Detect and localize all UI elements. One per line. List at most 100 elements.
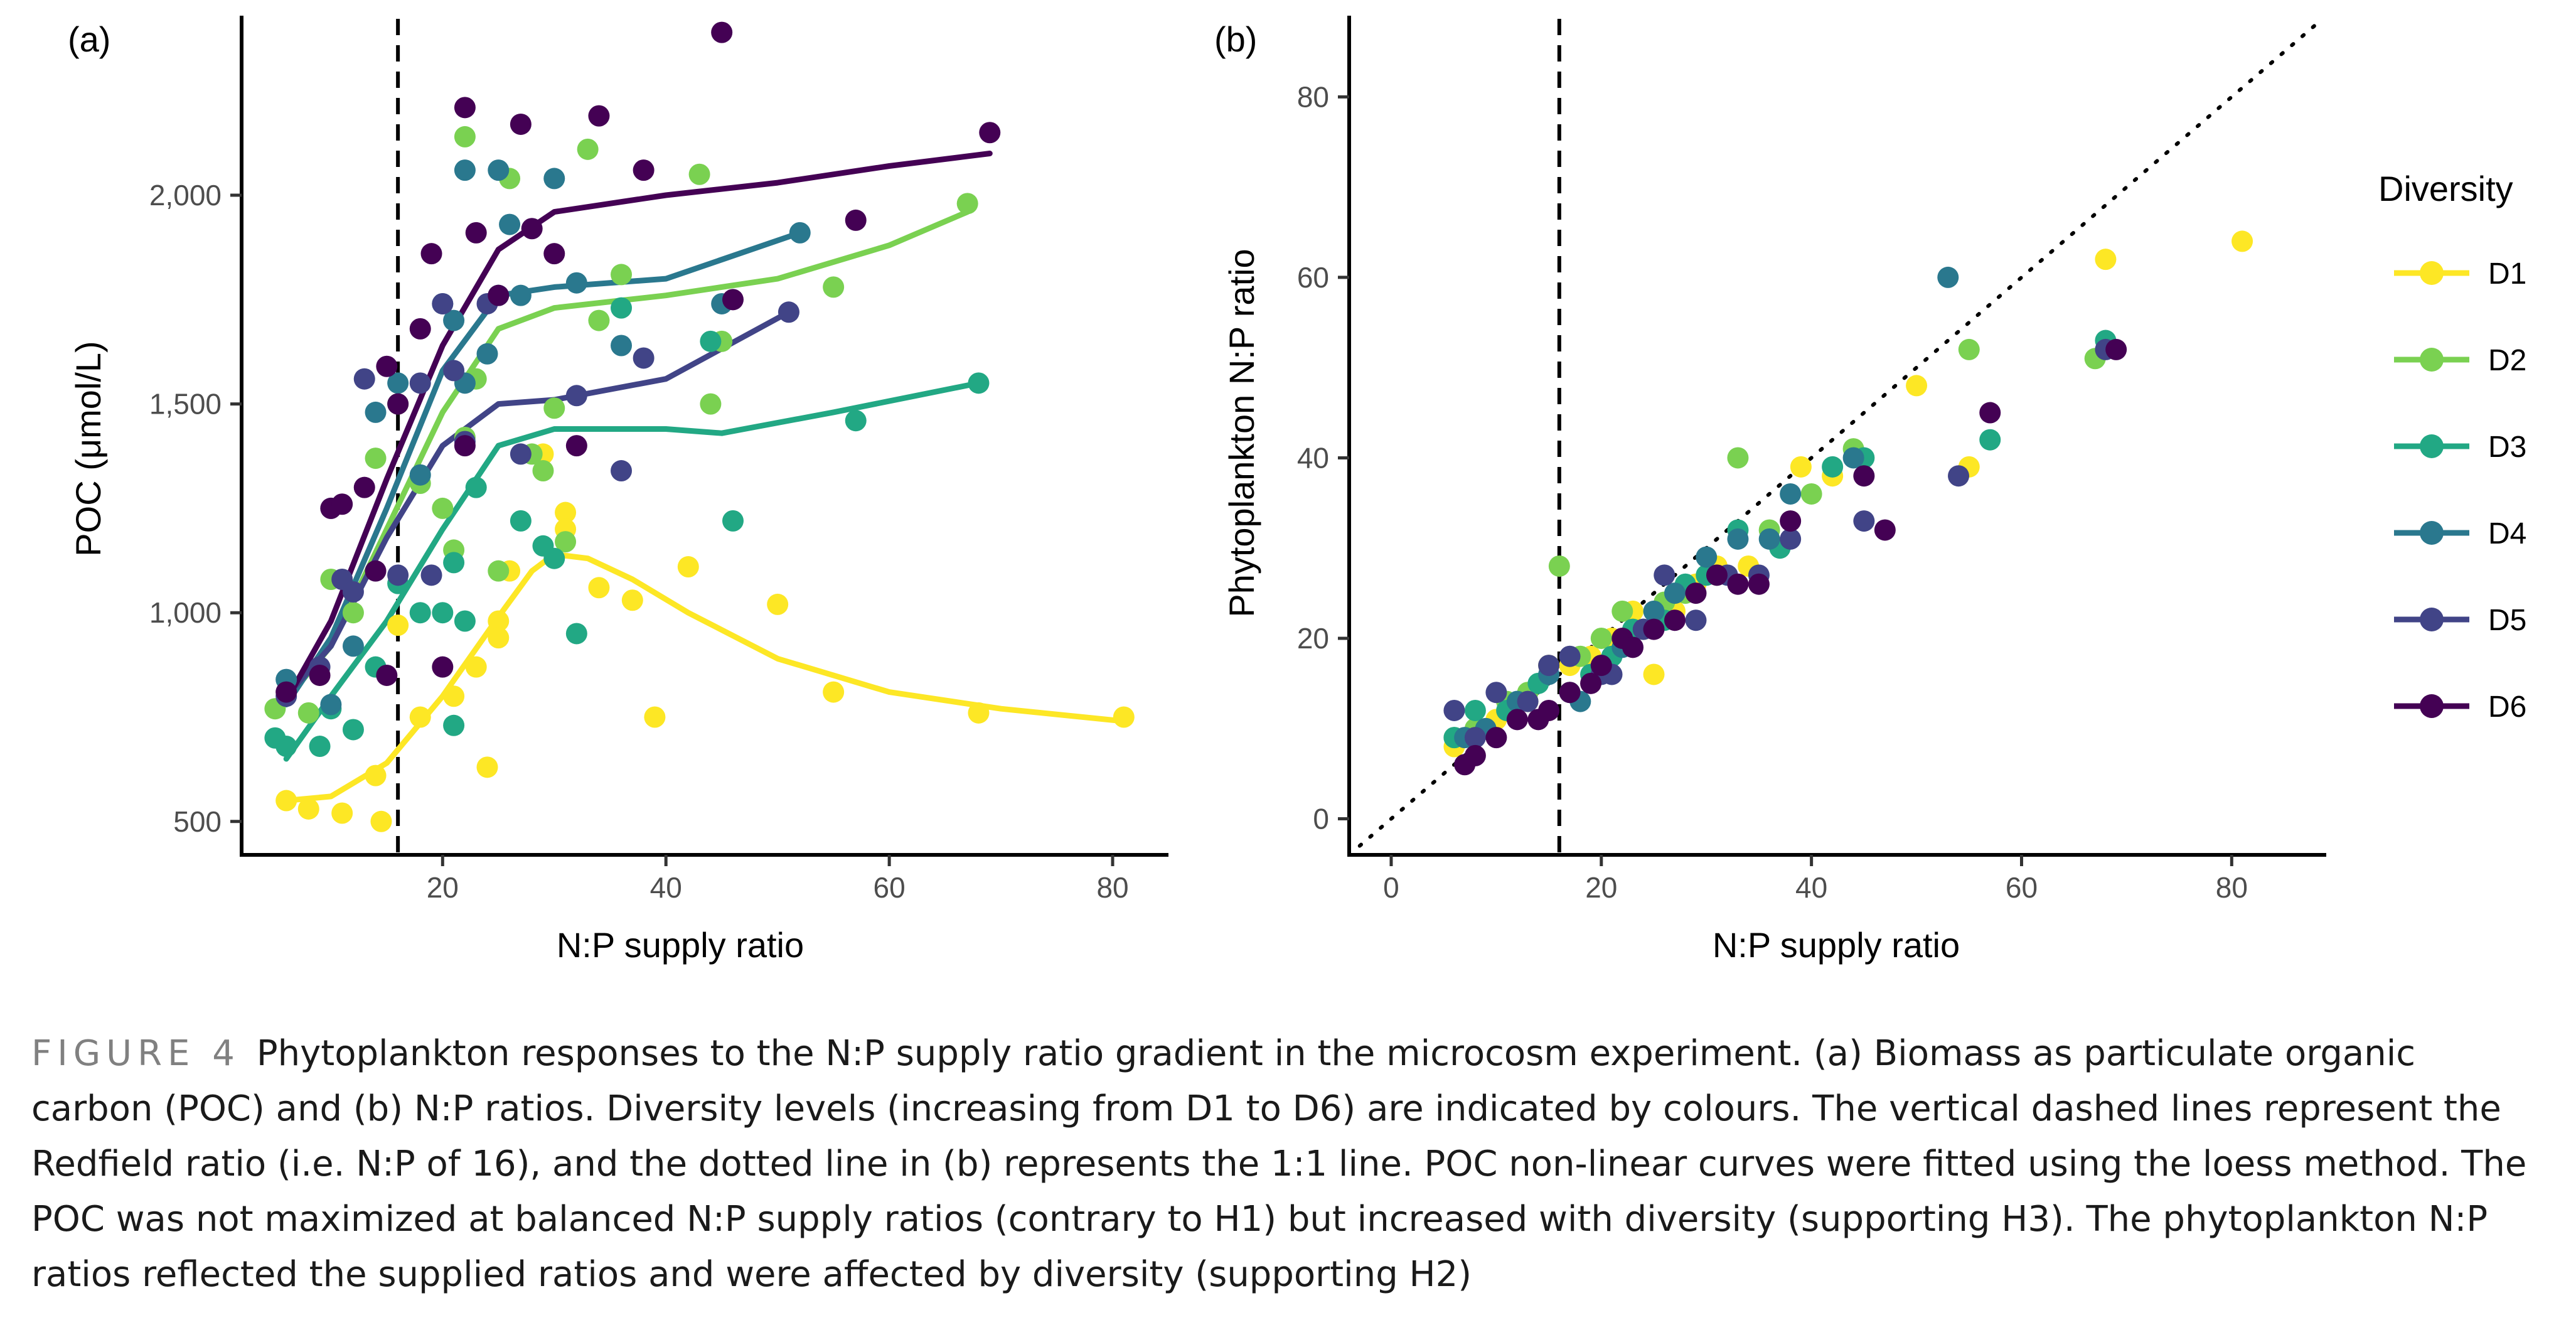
data-point-d6 [376,664,398,686]
diversity-legend: Diversity D1 D2 D3 D4 D5 D6 [2378,169,2526,724]
legend-key-point [2420,348,2444,372]
data-point-d4 [476,343,498,365]
data-point-d6 [1780,510,1802,532]
data-point-d2 [611,264,633,286]
data-point-d1 [1643,663,1665,685]
legend-key-point [2420,608,2444,631]
data-point-d2 [543,397,565,419]
data-point-d1 [644,706,666,728]
data-point-d4 [365,401,387,423]
data-point-d4 [443,309,465,331]
data-point-d3 [1822,456,1844,478]
data-point-d6 [521,218,543,240]
data-point-d6 [275,681,297,703]
data-point-d2 [555,531,577,553]
legend-label-d4: D4 [2488,517,2526,550]
data-point-d5 [1948,465,1970,487]
data-point-d6 [365,560,387,582]
data-point-d6 [1706,564,1728,586]
data-point-d5 [633,347,655,369]
legend-label-d1: D1 [2488,257,2526,291]
data-point-d6 [1538,699,1560,721]
figure-canvas: (a) POC (μmol/L) N:P supply ratio 500 1,0… [68,16,2526,965]
data-point-d4 [1664,582,1686,604]
data-point-d4 [488,159,510,181]
data-point-d5 [1780,528,1802,550]
data-point-d6 [1590,655,1612,677]
data-point-d2 [1590,627,1612,649]
data-point-d4 [510,284,532,306]
data-point-d4 [1758,528,1780,550]
legend-title: Diversity [2378,169,2513,208]
panel-a-tag: (a) [68,19,110,59]
data-point-d2 [688,163,710,185]
data-point-d5 [1853,510,1875,532]
data-point-d6 [565,435,587,457]
data-point-d3 [510,510,532,532]
loess-curve-d4 [283,230,803,707]
data-point-d6 [1580,672,1602,694]
data-point-d3 [454,610,476,632]
data-point-d6 [1559,682,1581,704]
y-tick-label: 1,000 [149,596,222,629]
data-point-d3 [443,552,465,574]
data-point-d6 [1643,618,1665,640]
data-point-d1 [465,656,487,678]
data-point-d1 [677,556,699,578]
y-tick-label: 1,500 [149,388,222,421]
data-point-d4 [1842,447,1864,469]
y-tick-label: 500 [173,805,222,838]
data-point-d6 [1622,636,1644,658]
data-point-d1 [1113,706,1135,728]
data-point-d3 [1979,429,2001,451]
data-point-d6 [488,284,510,306]
data-point-d6 [1853,465,1875,487]
legend-label-d6: D6 [2488,690,2526,724]
data-point-d3 [565,623,587,645]
data-point-d5 [420,564,442,586]
data-point-d3 [845,410,867,432]
y-tick-label: 40 [1297,441,1329,474]
data-point-d6 [845,209,867,231]
panel-b-y-axis-title: Phytoplankton N:P ratio [1222,249,1261,617]
data-point-d1 [297,798,319,820]
data-point-d2 [1800,483,1822,505]
data-point-d1 [1906,375,1928,397]
data-point-d5 [611,460,633,482]
y-tick-label: 80 [1297,80,1329,113]
panel-b-x-ticks: 0 20 40 60 80 [1383,855,2248,904]
data-point-d3 [432,602,454,624]
data-point-d4 [387,372,409,394]
data-point-d4 [789,222,811,244]
data-point-d5 [387,564,409,586]
data-point-d6 [376,355,398,377]
data-point-d1 [387,614,409,636]
data-point-d6 [1485,727,1507,749]
panel-a-x-axis-title: N:P supply ratio [557,925,804,965]
data-point-d2 [577,138,599,160]
data-point-d4 [1780,483,1802,505]
panel-a-poc: (a) POC (μmol/L) N:P supply ratio 500 1,0… [68,16,1168,965]
panel-b-y-ticks: 0 20 40 60 80 [1297,80,1349,835]
data-point-d6 [454,435,476,457]
loess-curve-d5 [283,309,792,699]
data-point-d1 [767,593,789,615]
data-point-d2 [532,460,554,482]
x-tick-label: 80 [2216,871,2248,904]
data-point-d4 [1696,546,1718,568]
panel-a-y-ticks: 500 1,000 1,500 2,000 [149,179,242,838]
loess-curve-d1 [283,551,1127,803]
data-point-d3 [465,476,487,498]
panel-b-np-ratio: (b) Phytoplankton N:P ratio N:P supply r… [1214,16,2326,965]
data-point-d3 [409,602,431,624]
data-point-d1 [331,802,353,824]
data-point-d6 [1506,709,1528,731]
data-point-d1 [555,501,577,523]
data-point-d1 [2095,249,2117,271]
x-tick-label: 20 [1585,871,1617,904]
data-point-d6 [420,243,442,265]
data-point-d2 [1727,447,1749,469]
data-point-d6 [353,476,375,498]
data-point-d2 [1958,338,1980,360]
data-point-d2 [454,126,476,147]
